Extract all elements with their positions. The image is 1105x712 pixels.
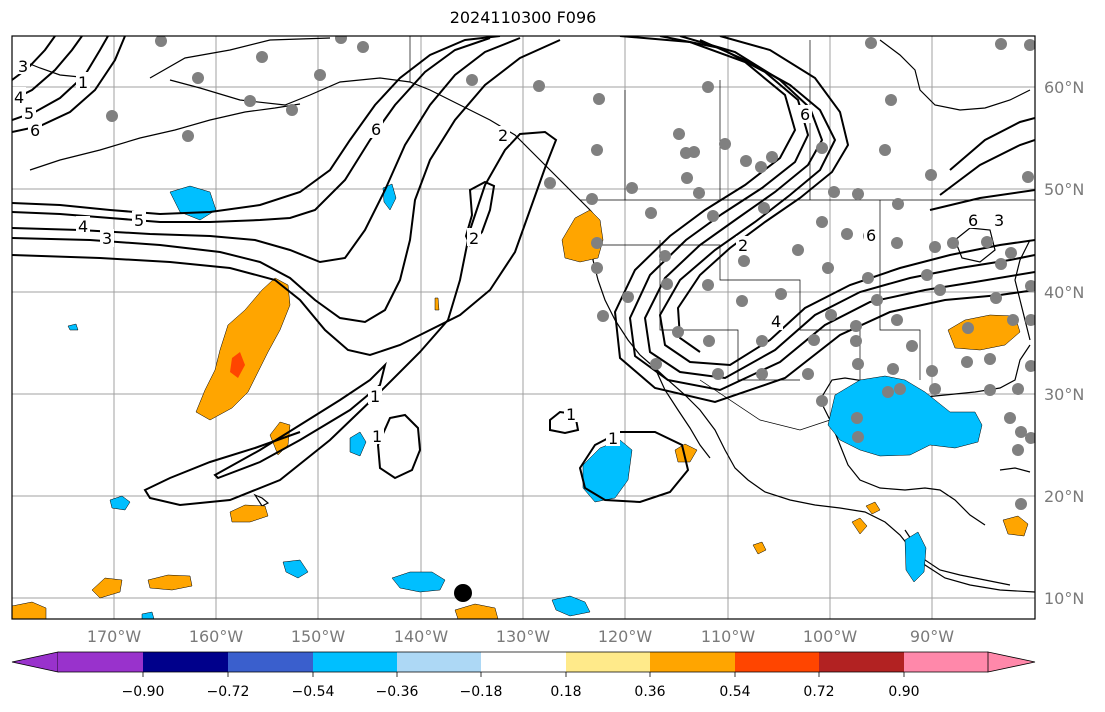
marked-point <box>454 584 472 602</box>
lon-label: 160°W <box>189 627 244 646</box>
colorbar-swatch <box>819 652 904 672</box>
colorbar-swatch <box>58 652 143 672</box>
contour-label: 1 <box>372 427 382 446</box>
contour-label: 6 <box>968 211 978 230</box>
strong-positive-area <box>230 352 245 378</box>
contour-label: 1 <box>78 73 88 92</box>
contour-label: 3 <box>102 229 112 248</box>
latitude-labels: 60°N 50°N 40°N 30°N 20°N 10°N <box>1044 78 1084 608</box>
contour-label: 1 <box>566 405 576 424</box>
colorbar-swatch <box>313 652 397 672</box>
contour-label: 5 <box>134 211 144 230</box>
contour-label: 4 <box>78 217 88 236</box>
map-title: 2024110300 F096 <box>449 8 597 27</box>
contour-label: 2 <box>498 126 508 145</box>
lon-label: 110°W <box>701 627 756 646</box>
lon-label: 100°W <box>803 627 858 646</box>
colorbar-tick-label: −0.72 <box>207 684 250 700</box>
negative-anomaly-areas <box>67 183 983 619</box>
longitude-labels: 170°W 160°W 150°W 140°W 130°W 120°W 110°… <box>87 627 954 646</box>
lon-label: 120°W <box>598 627 653 646</box>
colorbar-extend-low <box>11 651 59 673</box>
colorbar-swatch <box>904 652 988 672</box>
lat-label: 20°N <box>1044 487 1084 506</box>
lon-label: 90°W <box>910 627 954 646</box>
lon-label: 130°W <box>496 627 551 646</box>
contour-label: 3 <box>18 57 28 76</box>
lat-label: 10°N <box>1044 589 1084 608</box>
colorbar-tick-label: −0.54 <box>292 684 335 700</box>
contour-label: 3 <box>994 211 1004 230</box>
colorbar: −0.90 −0.72 −0.54 −0.36 −0.18 0.18 0.36 … <box>11 651 1036 700</box>
colorbar-swatch <box>228 652 313 672</box>
colorbar-tick-label: −0.36 <box>376 684 419 700</box>
contour-label: 2 <box>738 236 748 255</box>
colorbar-extend-high <box>987 651 1036 673</box>
lon-label: 170°W <box>87 627 142 646</box>
colorbar-tick-label: −0.90 <box>122 684 165 700</box>
contour-label: 6 <box>30 121 40 140</box>
contour-label: 1 <box>608 429 618 448</box>
contour-label: 6 <box>866 226 876 245</box>
contour-label: 5 <box>24 104 34 123</box>
colorbar-swatch <box>735 652 819 672</box>
contour-label: 2 <box>469 229 479 248</box>
colorbar-tick-label: 0.54 <box>719 684 750 700</box>
lat-label: 60°N <box>1044 78 1084 97</box>
colorbar-swatch <box>481 652 566 672</box>
contour-label: 1 <box>370 387 380 406</box>
contour-label: 4 <box>14 88 24 107</box>
lon-label: 140°W <box>394 627 449 646</box>
station-markers <box>106 36 1035 510</box>
contour-label: 4 <box>771 312 781 331</box>
contour-label: 6 <box>371 120 381 139</box>
colorbar-tick-label: 0.90 <box>888 684 919 700</box>
colorbar-swatch <box>397 652 481 672</box>
colorbar-tick-label: 0.72 <box>803 684 834 700</box>
lat-label: 30°N <box>1044 385 1084 404</box>
lat-label: 40°N <box>1044 283 1084 302</box>
contour-value-labels: 3 4 5 6 4 5 3 6 6 2 6 6 2 4 <box>12 56 1006 448</box>
colorbar-swatch <box>566 652 650 672</box>
colorbar-tick-label: −0.18 <box>460 684 503 700</box>
lon-label: 150°W <box>291 627 346 646</box>
contour-label: 6 <box>800 105 810 124</box>
colorbar-tick-label: 0.36 <box>634 684 665 700</box>
colorbar-swatch <box>650 652 735 672</box>
colorbar-swatch <box>143 652 228 672</box>
lat-label: 50°N <box>1044 180 1084 199</box>
colorbar-tick-label: 0.18 <box>550 684 581 700</box>
map-border <box>11 35 1036 620</box>
